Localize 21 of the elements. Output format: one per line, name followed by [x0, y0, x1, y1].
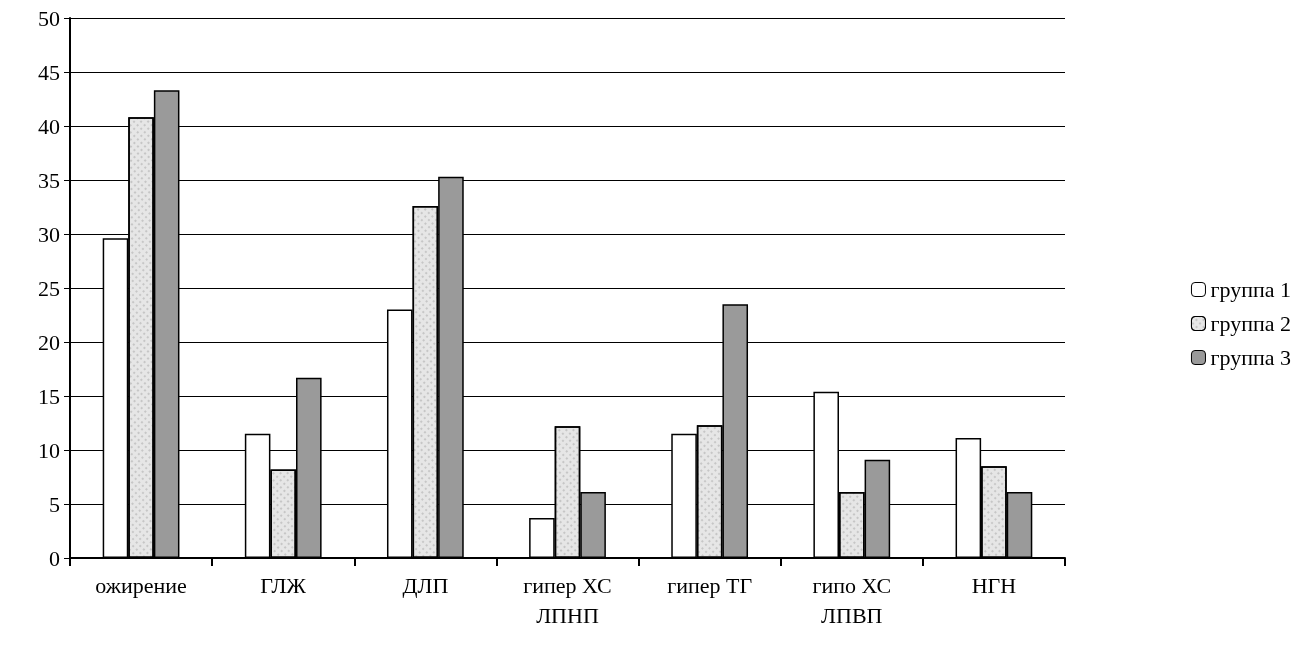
legend-label: группа 2 — [1210, 311, 1291, 336]
y-tick-label: 10 — [38, 437, 60, 463]
x-tick-label: ожирение — [95, 572, 187, 598]
y-tick-label: 0 — [49, 545, 60, 571]
y-tick-label: 45 — [38, 59, 60, 85]
y-tick-label: 25 — [38, 275, 60, 301]
y-tick-label: 20 — [38, 329, 60, 355]
x-tick-label: гипо ХС ЛПВП — [812, 572, 892, 628]
x-tick-label: гипер ХС ЛПНП — [523, 572, 612, 628]
x-tick-label: ДЛП — [402, 572, 449, 598]
y-tick-label: 40 — [38, 113, 60, 139]
y-tick-label: 35 — [38, 167, 60, 193]
y-tick-label: 15 — [38, 383, 60, 409]
x-tick-label: НГН — [971, 572, 1017, 598]
y-tick-label: 50 — [38, 5, 60, 31]
legend-label: группа 3 — [1210, 345, 1291, 370]
y-tick-label: 30 — [38, 221, 60, 247]
x-tick-label: гипер ТГ — [667, 572, 753, 598]
y-tick-label: 5 — [49, 491, 60, 517]
legend-label: группа 1 — [1210, 277, 1291, 302]
x-tick-label: ГЛЖ — [260, 572, 307, 598]
